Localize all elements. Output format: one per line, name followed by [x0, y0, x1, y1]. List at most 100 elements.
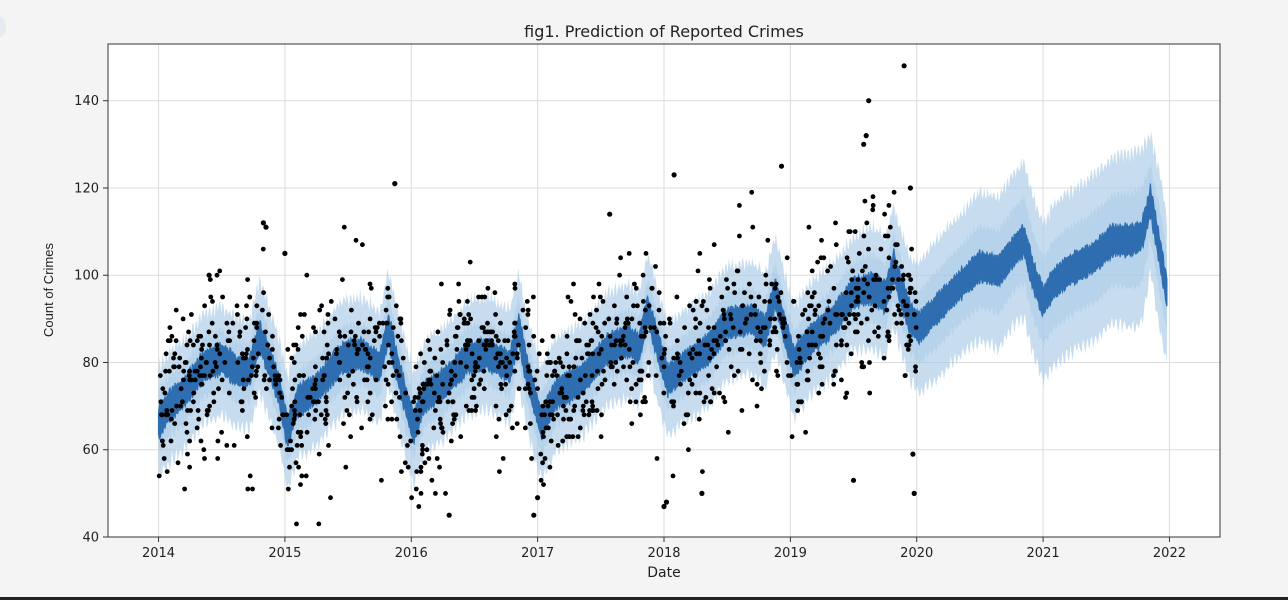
observed-point	[775, 373, 781, 378]
observed-point	[737, 203, 742, 208]
observed-point	[356, 320, 361, 326]
observed-point	[551, 416, 556, 422]
observed-point	[173, 307, 179, 313]
observed-point	[531, 333, 537, 339]
observed-point	[750, 224, 756, 230]
observed-point	[439, 425, 445, 431]
observed-point	[607, 333, 613, 339]
observed-point	[161, 456, 167, 461]
observed-point	[804, 329, 810, 335]
observed-point	[544, 373, 550, 378]
observed-point	[737, 233, 742, 239]
observed-point	[850, 477, 857, 483]
observed-point	[239, 351, 245, 357]
observed-point	[878, 246, 884, 252]
observed-point	[633, 399, 639, 405]
observed-point	[770, 329, 776, 335]
observed-point	[416, 386, 422, 392]
observed-point	[866, 246, 871, 252]
observed-point	[905, 347, 911, 352]
observed-point	[489, 338, 494, 344]
observed-point	[802, 307, 808, 313]
observed-point	[819, 364, 825, 370]
x-axis-label: Date	[647, 565, 680, 581]
observed-point	[548, 438, 554, 444]
observed-point	[368, 285, 374, 291]
observed-point	[253, 373, 259, 378]
observed-point	[385, 416, 391, 422]
observed-point	[363, 347, 369, 352]
observed-point	[164, 469, 170, 474]
observed-point	[768, 316, 773, 322]
observed-point	[548, 360, 553, 365]
observed-point	[804, 377, 810, 383]
observed-point	[196, 416, 202, 422]
observed-point	[285, 347, 291, 352]
observed-point	[689, 381, 695, 387]
observed-point	[661, 351, 667, 357]
observed-point	[393, 303, 399, 309]
observed-point	[440, 429, 446, 435]
observed-point	[662, 347, 668, 352]
observed-point	[398, 320, 404, 326]
observed-point	[822, 316, 828, 322]
observed-point	[395, 333, 401, 339]
observed-point	[671, 172, 677, 178]
observed-point	[638, 412, 643, 418]
observed-point	[249, 364, 255, 370]
observed-point	[556, 355, 562, 361]
observed-point	[828, 264, 833, 269]
observed-point	[294, 443, 300, 448]
observed-point	[156, 473, 162, 479]
observed-point	[711, 390, 717, 396]
observed-point	[737, 329, 743, 335]
observed-point	[827, 320, 833, 326]
observed-point	[269, 425, 275, 431]
observed-point	[864, 220, 870, 226]
observed-point	[812, 312, 818, 317]
observed-point	[893, 259, 899, 265]
observed-point	[246, 377, 251, 383]
observed-point	[536, 351, 542, 357]
observed-point	[758, 360, 764, 365]
observed-point	[589, 373, 595, 378]
observed-point	[561, 416, 566, 422]
observed-point	[646, 303, 652, 309]
observed-point	[183, 421, 189, 426]
observed-point	[564, 351, 570, 357]
observed-point	[516, 386, 522, 392]
observed-point	[241, 386, 247, 392]
y-tick-label: 40	[82, 531, 99, 546]
observed-point	[458, 360, 463, 365]
observed-point	[334, 351, 339, 357]
observed-point	[498, 381, 504, 387]
observed-point	[293, 342, 299, 348]
observed-point	[427, 368, 433, 374]
observed-point	[696, 338, 702, 344]
observed-point	[633, 381, 639, 387]
observed-point	[421, 386, 427, 392]
observed-point	[870, 207, 876, 213]
observed-point	[260, 246, 266, 252]
observed-point	[191, 342, 196, 348]
observed-point	[855, 312, 861, 317]
observed-point	[506, 408, 512, 413]
observed-point	[484, 329, 490, 335]
observed-point	[471, 395, 477, 400]
observed-point	[524, 299, 530, 304]
observed-point	[313, 408, 319, 413]
observed-point	[173, 338, 179, 344]
observed-point	[798, 399, 804, 405]
observed-point	[739, 408, 745, 413]
observed-point	[450, 399, 456, 405]
observed-point	[400, 355, 406, 361]
observed-point	[584, 342, 590, 348]
observed-point	[778, 290, 784, 296]
observed-point	[617, 272, 622, 278]
observed-point	[328, 299, 334, 304]
observed-point	[866, 338, 871, 344]
observed-point	[367, 355, 373, 361]
observed-point	[740, 303, 745, 309]
observed-point	[294, 521, 299, 527]
